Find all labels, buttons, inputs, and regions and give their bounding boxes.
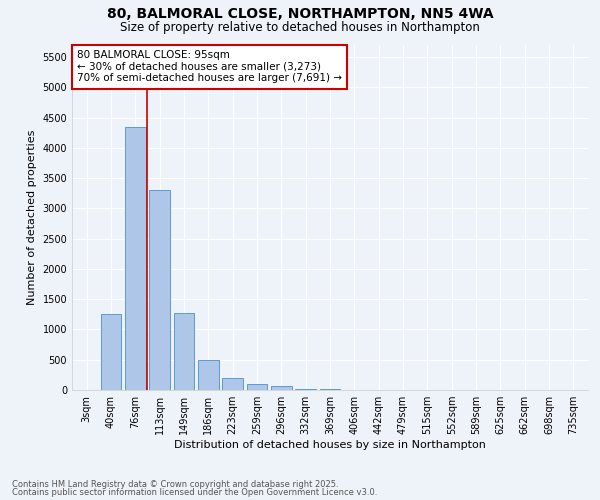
Bar [295,389,316,390]
Bar [271,386,292,390]
Text: Contains HM Land Registry data © Crown copyright and database right 2025.: Contains HM Land Registry data © Crown c… [12,480,338,489]
Bar [149,190,170,390]
Text: 80 BALMORAL CLOSE: 95sqm
← 30% of detached houses are smaller (3,273)
70% of sem: 80 BALMORAL CLOSE: 95sqm ← 30% of detach… [77,50,342,84]
Y-axis label: Number of detached properties: Number of detached properties [27,130,37,305]
Bar [247,384,268,390]
Bar [222,378,243,390]
Bar [173,312,194,390]
Text: Size of property relative to detached houses in Northampton: Size of property relative to detached ho… [120,21,480,34]
Text: Contains public sector information licensed under the Open Government Licence v3: Contains public sector information licen… [12,488,377,497]
Bar [198,360,218,390]
Bar [101,314,121,390]
Text: 80, BALMORAL CLOSE, NORTHAMPTON, NN5 4WA: 80, BALMORAL CLOSE, NORTHAMPTON, NN5 4WA [107,8,493,22]
X-axis label: Distribution of detached houses by size in Northampton: Distribution of detached houses by size … [174,440,486,450]
Bar [125,126,146,390]
